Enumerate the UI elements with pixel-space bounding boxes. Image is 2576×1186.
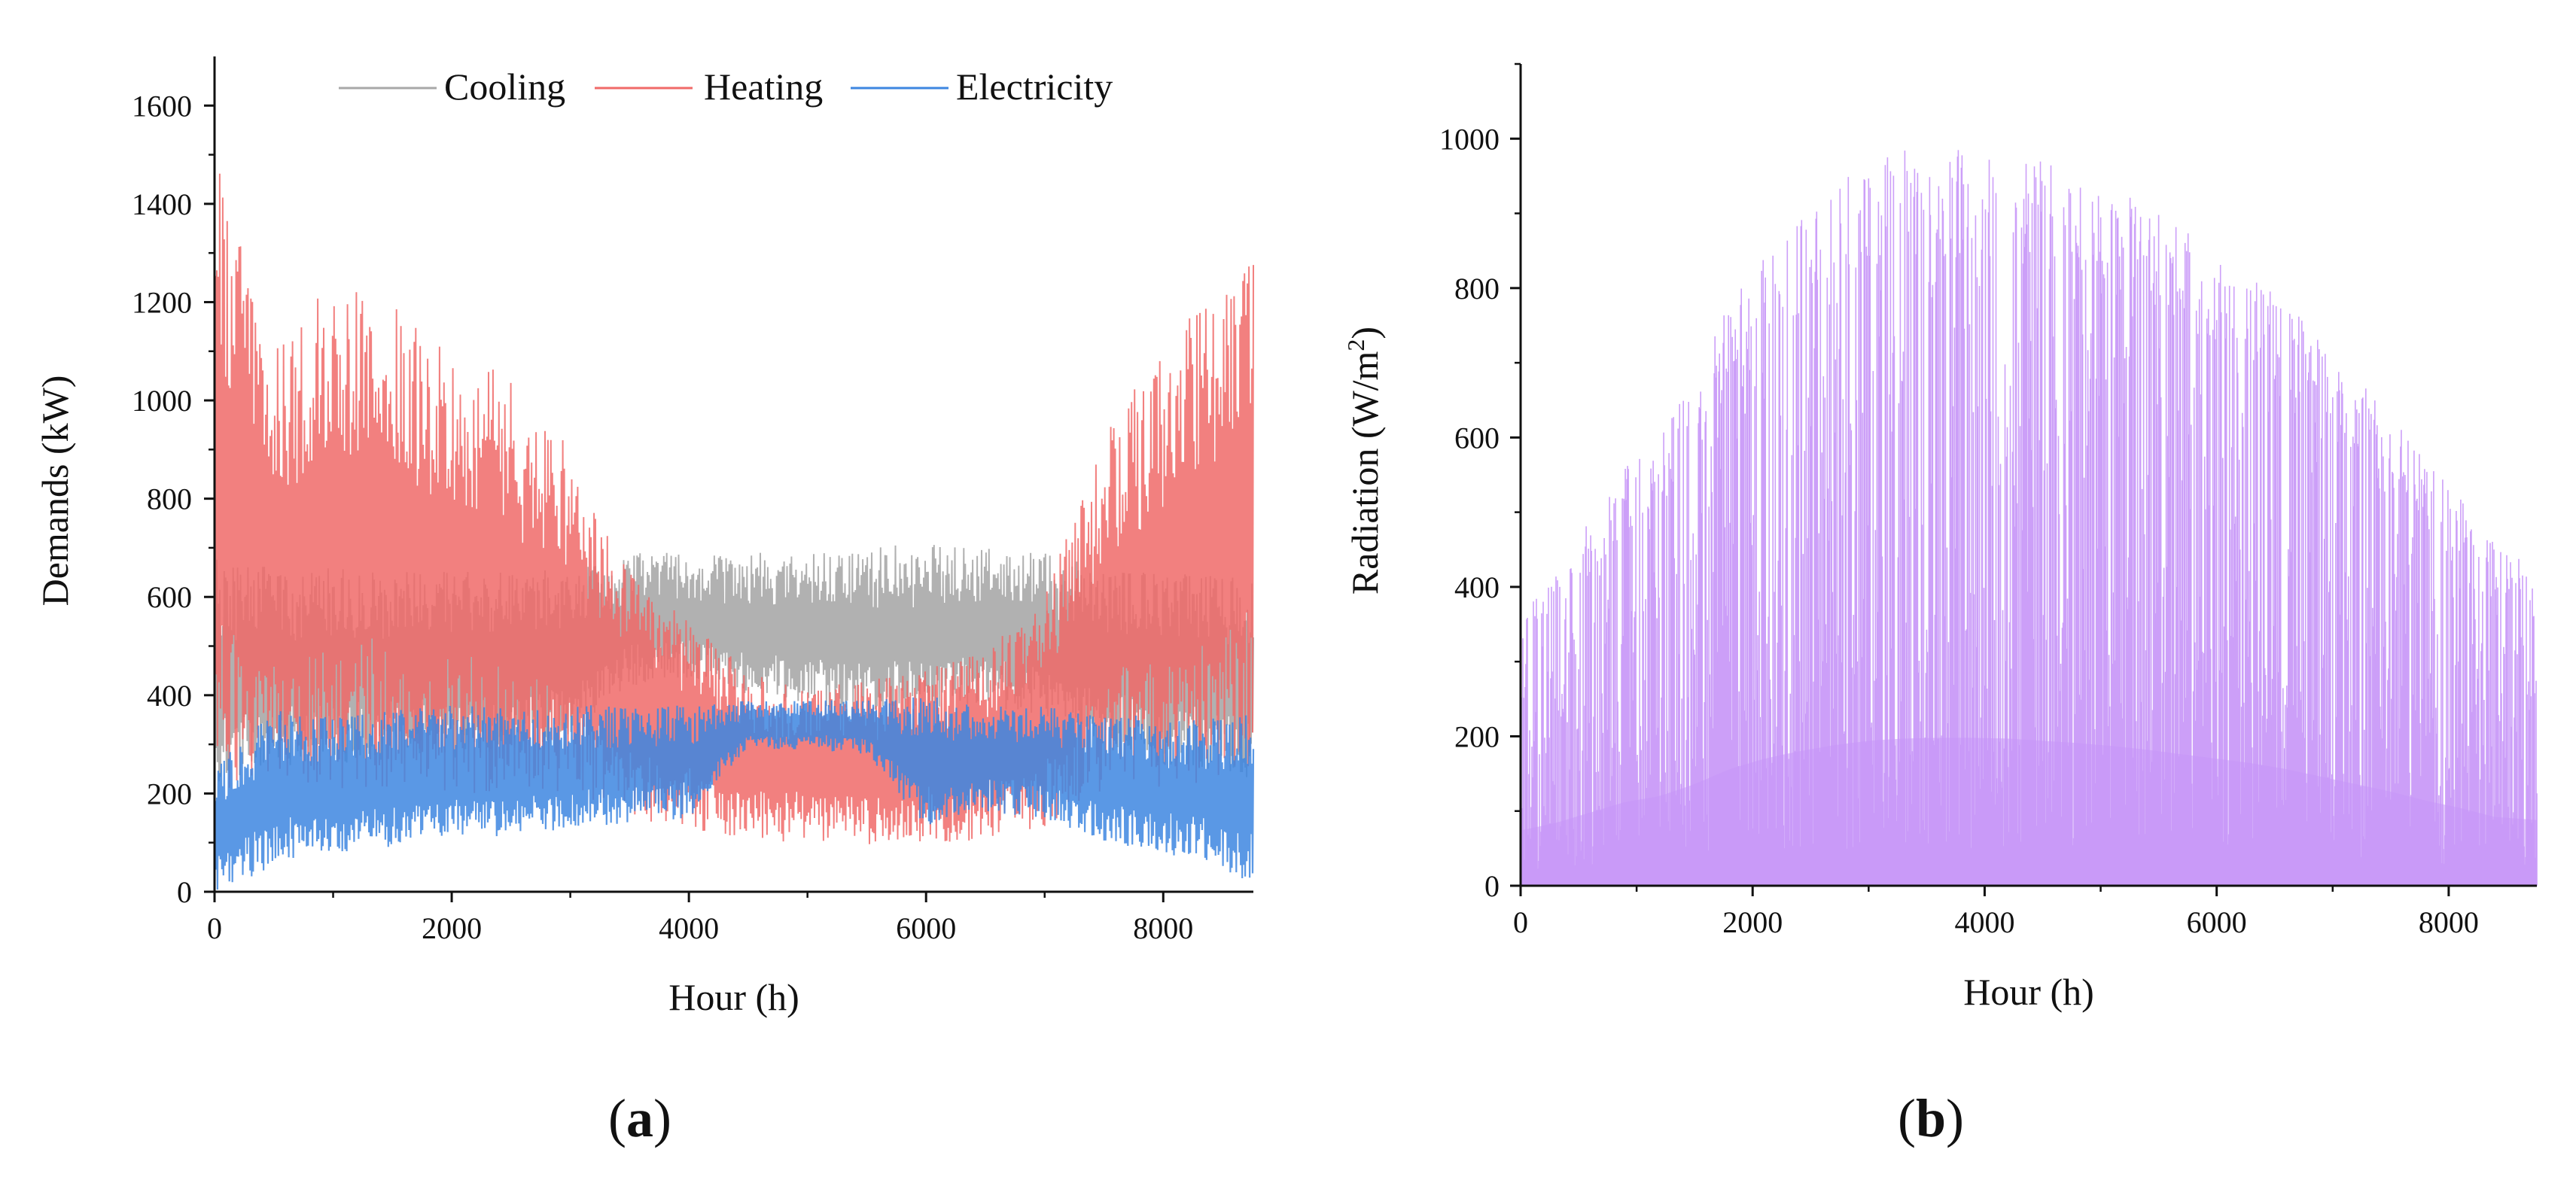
- radiation-y-tick-label: 1000: [1439, 122, 1500, 156]
- radiation-x-tick-label: 2000: [1722, 905, 1783, 939]
- demands-series-group: [213, 173, 1255, 890]
- panel-label-b: (b): [1898, 1088, 1964, 1148]
- demands-x-axis-title: Hour (h): [668, 976, 799, 1018]
- radiation-y-tick-label: 600: [1454, 421, 1500, 455]
- demands-y-tick-label: 1600: [132, 89, 192, 123]
- radiation-x-tick-label: 6000: [2187, 905, 2247, 939]
- demands-x-tick-label: 2000: [422, 911, 482, 945]
- demands-legend: Cooling Heating Electricity: [339, 65, 1113, 108]
- radiation-x-tick-label: 8000: [2419, 905, 2479, 939]
- panel-label-a: (a): [608, 1088, 671, 1148]
- demands-x-tick-label: 0: [207, 911, 222, 945]
- radiation-x-tick-label: 0: [1513, 905, 1528, 939]
- radiation-y-axis-title: Radiation (W/m2): [1342, 327, 1386, 595]
- series-line-electricity: [213, 697, 1255, 890]
- demands-chart: 0 200 400 600 800 1000 1200 1400 1600 0 2000 4000 60…: [34, 56, 1255, 1148]
- radiation-y-tick-label: 400: [1454, 570, 1500, 604]
- radiation-y-tick-label: 200: [1454, 719, 1500, 753]
- demands-y-tick-label: 1400: [132, 187, 192, 221]
- radiation-axes: 0 200 400 600 800 1000 0 2000 4000 6000 8000: [1439, 62, 2537, 939]
- demands-y-tick-label: 600: [147, 580, 192, 614]
- radiation-series-group: [1520, 150, 2538, 886]
- radiation-dense-fill: [1521, 737, 2537, 886]
- radiation-y-tick-label: 800: [1454, 272, 1500, 306]
- radiation-x-axis-title: Hour (h): [1963, 971, 2094, 1013]
- demands-y-tick-label: 1200: [132, 285, 192, 319]
- legend-label-cooling: Cooling: [444, 65, 565, 108]
- radiation-chart: 0 200 400 600 800 1000 0 2000 4000 6000 8000 Hour …: [1342, 62, 2538, 1148]
- radiation-y-tick-label: 0: [1484, 869, 1500, 903]
- demands-x-tick-label: 6000: [896, 911, 956, 945]
- demands-x-tick-label: 8000: [1133, 911, 1193, 945]
- legend-label-electricity: Electricity: [956, 65, 1113, 108]
- radiation-x-tick-label: 4000: [1954, 905, 2014, 939]
- demands-y-tick-label: 1000: [132, 384, 192, 418]
- demands-y-axis-title: Demands (kW): [34, 376, 76, 607]
- demands-y-tick-label: 800: [147, 482, 192, 516]
- demands-axes: 0 200 400 600 800 1000 1200 1400 1600 0 2000 4000 60…: [132, 56, 1253, 945]
- legend-label-heating: Heating: [704, 65, 823, 108]
- demands-y-tick-label: 200: [147, 777, 192, 810]
- demands-y-tick-label: 0: [177, 875, 192, 909]
- demands-x-tick-label: 4000: [659, 911, 719, 945]
- demands-y-tick-label: 400: [147, 679, 192, 713]
